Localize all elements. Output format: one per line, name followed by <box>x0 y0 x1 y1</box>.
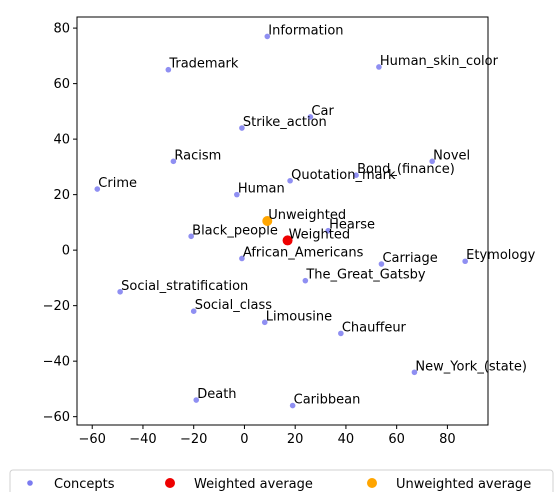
point-label: Etymology <box>466 248 535 263</box>
y-tick-label: −60 <box>43 410 70 425</box>
point-label: Human_skin_color <box>380 54 499 69</box>
point-label: Social_stratification <box>121 279 248 294</box>
data-point <box>411 369 418 376</box>
legend-marker <box>367 478 377 488</box>
point-label: Crime <box>98 176 137 191</box>
x-tick-label: −60 <box>79 432 106 447</box>
data-point <box>190 308 197 315</box>
data-point <box>378 261 385 267</box>
point-label: Information <box>268 23 343 38</box>
data-point <box>429 158 435 165</box>
data-point <box>338 330 344 337</box>
data-point <box>239 255 245 262</box>
x-tick-label: 0 <box>240 432 248 447</box>
y-tick-label: 40 <box>53 133 70 148</box>
data-point <box>117 288 123 295</box>
data-point <box>170 158 177 165</box>
x-tick-label: −40 <box>129 432 156 447</box>
legend-marker <box>165 478 175 488</box>
data-point <box>239 125 245 131</box>
x-tick-label: −20 <box>180 432 207 447</box>
point-label: The_Great_Gatsby <box>305 268 426 283</box>
x-tick-label: 20 <box>287 432 304 447</box>
data-point <box>193 397 200 403</box>
point-label: Quotation_mark <box>291 168 396 183</box>
point-label: Human <box>238 182 285 197</box>
data-point <box>287 177 293 184</box>
x-tick-label: 40 <box>338 432 355 447</box>
point-label: Chauffeur <box>342 320 407 335</box>
data-point <box>264 33 271 40</box>
data-point <box>234 191 240 198</box>
plot-area: −60 −40 −20 0 20 40 60 80 −60 −40 −20 0 20 40 60 80 Info… <box>43 16 536 447</box>
y-tick-label: 80 <box>53 22 70 37</box>
data-point <box>289 402 296 409</box>
point-label: Limousine <box>266 309 332 324</box>
point-label: African_Americans <box>243 245 364 260</box>
point-label: Car <box>311 104 334 119</box>
point-label: Trademark <box>168 57 239 72</box>
data-point <box>188 233 194 240</box>
y-tick-label: 20 <box>53 188 70 203</box>
point-label: Black_people <box>192 223 278 238</box>
point-label: Social_class <box>195 298 273 313</box>
data-point <box>282 235 293 246</box>
point-label: Strike_action <box>243 115 327 130</box>
data-point <box>165 66 172 73</box>
y-tick-label: 60 <box>53 77 70 92</box>
point-label: Death <box>197 387 236 402</box>
point-label: Unweighted <box>268 208 346 223</box>
point-label: Caribbean <box>294 393 361 408</box>
data-point <box>462 258 468 265</box>
legend: Concepts Weighted average Unweighted avera… <box>9 469 554 492</box>
data-point <box>262 216 273 226</box>
data-point <box>302 277 309 284</box>
legend-label: Concepts <box>54 477 115 492</box>
point-label: Racism <box>174 148 221 163</box>
y-tick-label: 0 <box>62 244 70 259</box>
x-tick-label: 60 <box>388 432 405 447</box>
data-point <box>325 227 331 234</box>
point-label: Hearse <box>329 218 375 233</box>
data-point <box>376 64 382 70</box>
legend-box <box>9 469 554 492</box>
point-label: Carriage <box>382 251 437 266</box>
data-point <box>94 186 101 192</box>
point-label: New_York_(state) <box>415 359 526 374</box>
legend-label: Unweighted average <box>396 477 531 492</box>
data-point <box>261 319 268 326</box>
point-label: Bond_(finance) <box>357 162 455 177</box>
y-tick-label: −20 <box>43 299 70 314</box>
data-point <box>353 172 359 179</box>
point-label: Weighted <box>289 227 351 242</box>
axes-frame <box>76 16 489 426</box>
legend-label: Weighted average <box>194 477 313 492</box>
point-label: Novel <box>433 148 470 163</box>
data-point <box>307 114 314 120</box>
y-tick-label: −40 <box>43 355 70 370</box>
legend-marker <box>27 480 33 486</box>
x-tick-label: 80 <box>439 432 456 447</box>
